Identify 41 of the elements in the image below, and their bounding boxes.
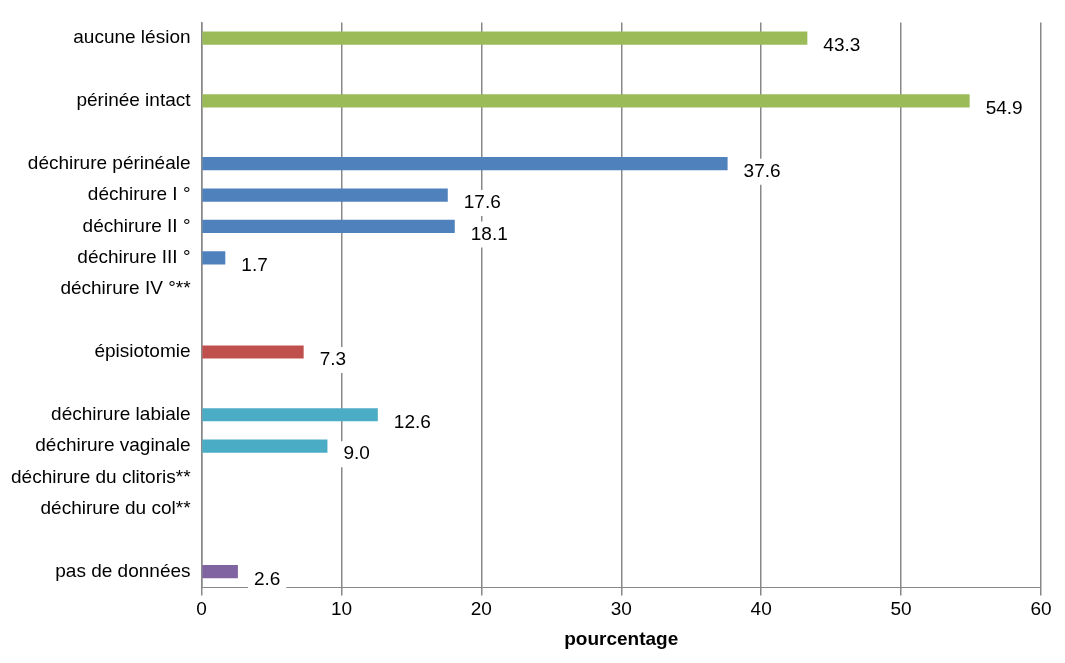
bar (202, 188, 448, 202)
y-tick-label: déchirure III ° (77, 246, 191, 268)
y-tick-label: déchirure II ° (82, 214, 191, 236)
data-label: 9.0 (343, 442, 370, 464)
y-tick-label: déchirure IV °** (60, 277, 192, 299)
bar (202, 31, 808, 45)
data-label: 43.3 (823, 34, 861, 56)
x-tick-label: 10 (330, 598, 353, 620)
y-tick-label: déchirure du clitoris** (10, 465, 192, 487)
bar (202, 408, 378, 422)
bar (202, 94, 970, 108)
x-tick-label: 40 (750, 598, 772, 620)
bar (202, 157, 728, 171)
bar (202, 251, 226, 265)
y-tick-label: pas de données (55, 559, 191, 581)
x-tick-label: 60 (1030, 598, 1052, 620)
data-label: 1.7 (241, 254, 268, 276)
x-tick-label: 30 (610, 598, 632, 620)
data-label: 17.6 (463, 191, 501, 213)
data-label: 54.9 (985, 97, 1023, 119)
bar (202, 345, 304, 359)
data-label: 12.6 (393, 411, 431, 432)
data-label: 37.6 (743, 159, 781, 181)
x-tick-label: 20 (470, 598, 492, 620)
y-tick-label: déchirure périnéale (27, 151, 191, 173)
data-label: 7.3 (319, 348, 347, 370)
x-tick-label: 0 (196, 598, 207, 620)
y-tick-label: épisiotomie (94, 340, 191, 362)
data-label: 2.6 (253, 567, 281, 589)
bar (202, 565, 238, 579)
bar (202, 439, 328, 453)
y-tick-label: périnée intact (76, 89, 192, 111)
y-tick-label: déchirure I ° (87, 183, 191, 205)
data-label: 18.1 (470, 222, 508, 244)
y-tick-label: déchirure labiale (51, 403, 191, 424)
bar (202, 219, 455, 234)
x-axis-title: pourcentage (564, 627, 679, 649)
y-tick-label: déchirure du col** (40, 497, 192, 519)
x-tick-label: 50 (890, 598, 912, 620)
y-tick-label: déchirure vaginale (35, 434, 191, 456)
y-tick-label: aucune lésion (73, 26, 191, 48)
